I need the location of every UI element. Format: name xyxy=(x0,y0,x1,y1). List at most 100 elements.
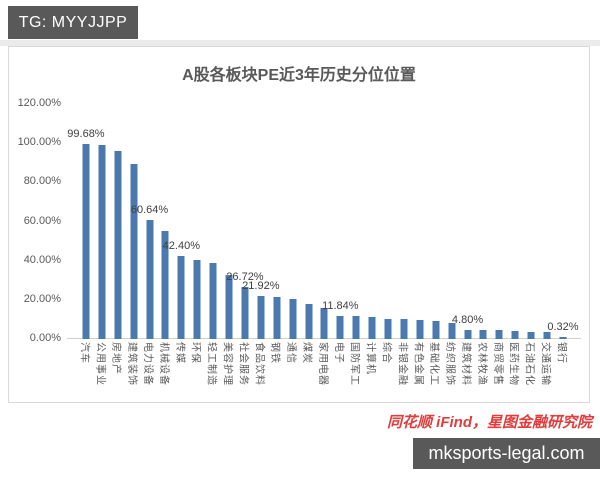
category-label: 汽车 xyxy=(78,342,90,364)
bar-slot: 21.92% 食品饮料 xyxy=(242,47,279,386)
bar-slot: 通信 xyxy=(285,47,301,364)
bar-value-label: 4.80% xyxy=(451,313,484,326)
bar-slot: 建筑装饰 xyxy=(126,47,142,386)
bar xyxy=(479,329,487,339)
category-label: 综合 xyxy=(380,342,392,364)
bar-slot: 11.84% 电子 xyxy=(322,47,359,364)
category-label: 电子 xyxy=(332,342,344,364)
bar-slot: 石油石化 xyxy=(523,47,539,386)
category-label: 基础化工 xyxy=(428,342,440,386)
bar-slot: 0.32% 银行 xyxy=(547,47,578,364)
bar-slot: 有色金属 xyxy=(412,47,428,386)
y-tick-label: 100.00% xyxy=(17,136,61,149)
bar-value-label: 42.40% xyxy=(162,239,200,252)
category-label: 国防军工 xyxy=(348,342,360,386)
category-label: 建筑装饰 xyxy=(126,342,138,386)
bar-slot: 26.72% 社会服务 xyxy=(226,47,263,386)
bar xyxy=(130,163,138,339)
bar-slot: 商贸零售 xyxy=(491,47,507,386)
bar-slot: 轻工制造 xyxy=(205,47,221,386)
bar-value-label: 99.68% xyxy=(67,127,105,140)
bar-slot: 钢铁 xyxy=(269,47,285,364)
bar-slot: 基础化工 xyxy=(428,47,444,386)
bar xyxy=(543,332,551,339)
category-label: 有色金属 xyxy=(412,342,424,386)
category-label: 机械设备 xyxy=(157,342,169,386)
category-label: 食品饮料 xyxy=(253,342,265,386)
category-label: 钢铁 xyxy=(269,342,281,364)
bar-slot: 4.80% 建筑材料 xyxy=(452,47,483,386)
category-label: 石油石化 xyxy=(523,342,535,386)
category-label: 通信 xyxy=(285,342,297,364)
y-tick-label: 40.00% xyxy=(23,253,61,266)
y-tick-label: 0.00% xyxy=(29,332,61,344)
bar-value-label: 21.92% xyxy=(242,280,280,293)
site-badge: mksports-legal.com xyxy=(413,438,600,469)
bar xyxy=(368,317,376,339)
category-label: 商贸零售 xyxy=(491,342,503,386)
tg-tag-badge: TG: MYYJJPP xyxy=(8,6,138,39)
bar-value-label: 26.72% xyxy=(226,270,264,283)
category-label: 计算机 xyxy=(364,342,376,375)
bar xyxy=(98,145,106,339)
category-label: 交通运输 xyxy=(539,342,551,386)
bar-slot: 农林牧渔 xyxy=(476,47,492,386)
chart-panel: A股各板块PE近3年历史分位位置 0.00% 20.00% 40.00% 60.00%… xyxy=(8,46,590,403)
bar-slot: 交通运输 xyxy=(539,47,555,386)
category-label: 非银金融 xyxy=(396,342,408,386)
category-label: 银行 xyxy=(555,342,567,364)
category-label: 轻工制造 xyxy=(205,342,217,386)
bar xyxy=(193,260,201,339)
bar xyxy=(273,297,281,339)
bar-slot: 医药生物 xyxy=(507,47,523,386)
bar xyxy=(384,318,392,339)
bar xyxy=(289,299,297,339)
bar-slot: 房地产 xyxy=(110,47,126,375)
category-label: 公用事业 xyxy=(94,342,106,386)
y-tick-label: 20.00% xyxy=(23,292,61,305)
bar-slot: 纺织服饰 xyxy=(444,47,460,386)
chart-title: A股各板块PE近3年历史分位位置 xyxy=(182,67,416,84)
bar xyxy=(209,262,217,339)
bar xyxy=(464,329,472,339)
category-label: 房地产 xyxy=(110,342,122,375)
bar xyxy=(527,331,535,339)
y-tick-label: 120.00% xyxy=(17,97,61,109)
bar-slot: 60.64% 电力设备 xyxy=(131,47,168,386)
plot-area: 99.68% 汽车 公用事业 房地产 建筑装饰 60.64% 电力设备 机械设备 42.40% 传… xyxy=(67,47,578,386)
bar-slot: 计算机 xyxy=(364,47,380,375)
bar xyxy=(559,337,567,339)
bar-value-label: 0.32% xyxy=(547,321,579,333)
bar-value-label: 60.64% xyxy=(130,204,169,217)
bar xyxy=(146,220,154,339)
bar xyxy=(82,143,90,339)
bar xyxy=(432,320,440,339)
bar xyxy=(225,275,233,339)
category-label: 煤炭 xyxy=(301,342,313,364)
bar xyxy=(241,286,249,339)
bar-slot: 环保 xyxy=(189,47,205,364)
bar-slot: 非银金融 xyxy=(396,47,412,386)
category-label: 农林牧渔 xyxy=(475,342,487,386)
bar-slot: 美容护理 xyxy=(221,47,237,386)
category-label: 家用电器 xyxy=(316,342,328,386)
y-tick-label: 60.00% xyxy=(23,214,61,227)
data-source-watermark: 同花顺 iFind，星图金融研究院 xyxy=(387,414,592,431)
bar-slot: 家用电器 xyxy=(317,47,333,386)
bar-slot: 综合 xyxy=(380,47,396,364)
category-label: 传媒 xyxy=(173,342,185,364)
bar xyxy=(511,330,519,339)
divider-strip xyxy=(0,40,600,46)
bar-slot: 煤炭 xyxy=(301,47,317,364)
bar xyxy=(320,307,328,339)
bar xyxy=(495,330,503,339)
category-label: 环保 xyxy=(189,342,201,364)
category-label: 美容护理 xyxy=(221,342,233,386)
bar xyxy=(416,320,424,339)
category-label: 纺织服饰 xyxy=(444,342,456,386)
bar-slot: 99.68% 汽车 xyxy=(67,47,104,364)
category-label: 电力设备 xyxy=(142,342,154,386)
bar xyxy=(177,255,185,339)
bar xyxy=(448,322,456,339)
bar xyxy=(305,304,313,339)
